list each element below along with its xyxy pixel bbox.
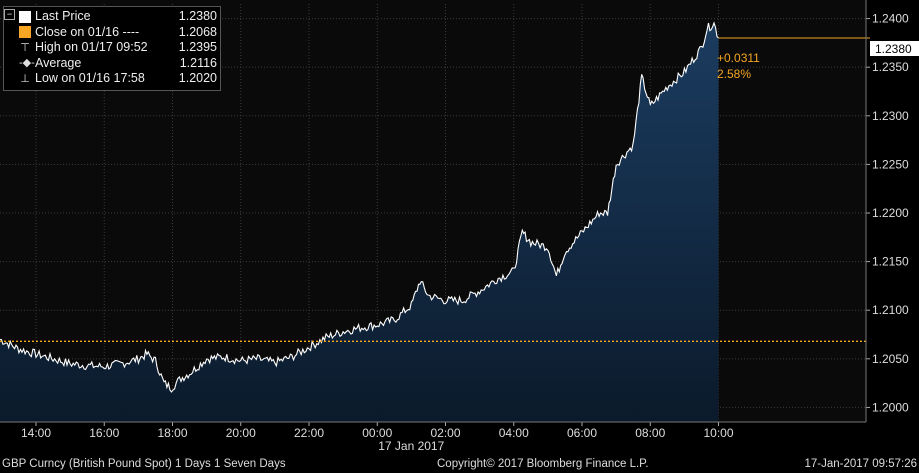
- last-price-tag-box: [870, 41, 919, 56]
- legend-value: 1.2068: [178, 24, 217, 39]
- legend-item-last-price[interactable]: − Last Price 1.2380: [4, 9, 217, 25]
- y-tick-label: 1.2250: [872, 157, 909, 171]
- y-tick-label: 1.2000: [872, 400, 909, 414]
- y-tick-label: 1.2200: [872, 206, 909, 220]
- legend-item-low[interactable]: ⊥ Low on 01/16 17:58 1.2020: [7, 71, 217, 87]
- legend-value: 1.2020: [178, 71, 217, 85]
- y-tick-label: 1.2050: [872, 352, 909, 366]
- y-tick-label: 1.2300: [872, 109, 909, 123]
- x-date-label: 17 Jan 2017: [378, 439, 444, 453]
- x-tick-label: 16:00: [89, 426, 119, 440]
- legend-label: Low on 01/16 17:58: [35, 71, 145, 85]
- legend-value: 1.2116: [179, 55, 217, 70]
- legend-label: Close on 01/16 ----: [35, 24, 140, 39]
- legend-item-close[interactable]: Close on 01/16 ---- 1.2068: [7, 25, 217, 41]
- price-area: [0, 22, 719, 423]
- x-tick-label: 04:00: [499, 426, 529, 440]
- y-tick-label: 1.2150: [872, 255, 909, 269]
- last-price-line: [0, 21, 719, 393]
- footer-bar: GBP Curncy (British Pound Spot) 1 Days 1…: [0, 456, 919, 473]
- legend-box: − Last Price 1.2380 Close on 01/16 ---- …: [3, 6, 221, 91]
- y-axis: 1.2000 1.2050 1.2100 1.2150 1.2200 1.2250 1.23…: [865, 0, 909, 422]
- y-tick-label: 1.2400: [872, 12, 909, 26]
- high-marker-icon: ⊤: [20, 41, 30, 54]
- footer-timestamp: 17-Jan-2017 09:57:26: [804, 458, 917, 470]
- legend-item-average[interactable]: -◆- Average 1.2116: [7, 56, 217, 72]
- legend-label: Last Price: [35, 9, 91, 23]
- change-abs: +0.0311: [717, 51, 760, 65]
- legend-value: 1.2380: [178, 9, 217, 23]
- x-tick-label: 10:00: [703, 426, 733, 440]
- last-price-marks: 1.2380 +0.0311 2.58%: [717, 41, 919, 81]
- collapse-icon[interactable]: −: [4, 9, 15, 20]
- legend-label: High on 01/17 09:52: [35, 40, 148, 54]
- footer-copyright: Copyright© 2017 Bloomberg Finance L.P.: [437, 458, 649, 470]
- x-tick-label: 14:00: [21, 426, 51, 440]
- x-axis: 14:00 16:00 18:00 20:00 22:00 00:00 02:00 04:00…: [0, 421, 866, 453]
- white-square-icon: [19, 10, 31, 23]
- x-tick-label: 00:00: [362, 426, 392, 440]
- x-tick-label: 02:00: [430, 426, 460, 440]
- x-tick-label: 20:00: [226, 426, 256, 440]
- x-tick-label: 18:00: [157, 426, 187, 440]
- x-tick-label: 22:00: [294, 426, 324, 440]
- y-tick-label: 1.2100: [872, 303, 909, 317]
- last-price-tag: 1.2380: [875, 42, 912, 56]
- legend-label: Average: [35, 55, 82, 70]
- average-marker-icon: -◆-: [19, 57, 35, 70]
- orange-square-icon: [19, 26, 31, 39]
- legend-value: 1.2395: [178, 40, 217, 54]
- low-marker-icon: ⊥: [20, 72, 30, 85]
- x-tick-label: 06:00: [567, 426, 597, 440]
- legend-item-high[interactable]: ⊤ High on 01/17 09:52 1.2395: [7, 40, 217, 56]
- x-tick-label: 08:00: [635, 426, 665, 440]
- footer-security: GBP Curncy (British Pound Spot) 1 Days 1…: [2, 458, 286, 470]
- change-pct: 2.58%: [717, 67, 751, 81]
- y-tick-label: 1.2350: [872, 60, 909, 74]
